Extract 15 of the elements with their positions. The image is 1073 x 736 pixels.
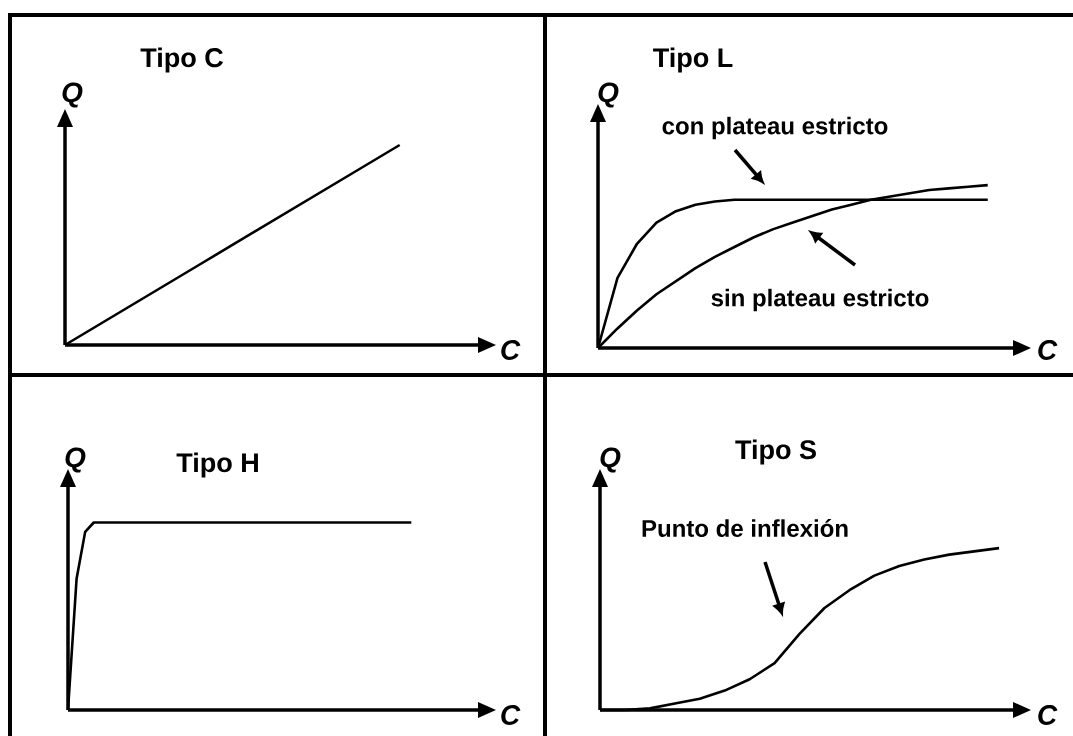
y-axis-title: Q: [598, 82, 619, 108]
chart-title: Tipo L: [653, 47, 733, 73]
x-axis-title: C: [501, 340, 521, 360]
x-axis-title: C: [501, 705, 521, 725]
chart-title: Tipo S: [735, 439, 816, 465]
series-label: sin plateau estricto: [711, 288, 929, 312]
x-axis-title: C: [1038, 340, 1058, 360]
y-axis-title: Q: [65, 447, 86, 473]
legend-label: con plateau estricto: [662, 116, 888, 140]
y-axis-title: Q: [600, 447, 621, 473]
chart-title: Tipo H: [176, 452, 258, 478]
x-axis-title: C: [1038, 705, 1058, 725]
chart-title: Tipo C: [140, 47, 223, 73]
text: Punto de inflexión: [642, 519, 848, 537]
y-axis-title: Q: [62, 82, 83, 108]
